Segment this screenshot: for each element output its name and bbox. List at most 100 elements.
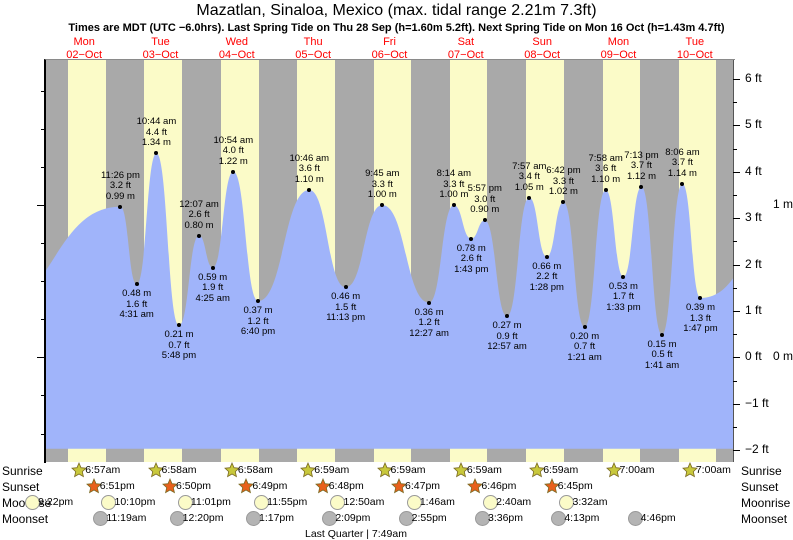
right-axis-line — [733, 60, 734, 462]
moonrise-time-2: 11:01pm — [190, 496, 231, 508]
sunrise-time-1: 6:58am — [161, 464, 197, 476]
moonset-time-7: 4:46pm — [640, 512, 676, 524]
tide-label-line-1: 3.2 ft — [109, 180, 131, 192]
tide-point-20 — [603, 187, 608, 192]
tick-left-0.50 — [41, 281, 46, 283]
right-row-label-sunrise: Sunrise — [741, 464, 782, 478]
tide-label-7: 0.37 m 1.2 ft 6:40 pm — [223, 306, 293, 338]
tick-right-6 — [733, 79, 740, 80]
tide-curve — [46, 153, 733, 449]
tide-label-line-1: 3.0 ft — [474, 193, 496, 205]
tide-label-line-2: 5:48 pm — [161, 350, 197, 362]
tide-point-14 — [482, 218, 487, 223]
moonrise-icon-6 — [483, 495, 499, 510]
tide-point-13 — [469, 236, 474, 241]
axis-label-right-5: 5 ft — [745, 117, 762, 132]
tide-label-line-2: 6:40 pm — [240, 326, 276, 338]
tide-label-line-1: 1.9 ft — [202, 282, 224, 294]
axis-label-right-2: 2 ft — [745, 256, 762, 271]
tick-left-1.25 — [41, 167, 46, 169]
sunset-icon-5 — [467, 477, 484, 494]
tide-label-line-0: 7:58 am — [588, 152, 623, 164]
tide-label-line-0: 10:54 am — [213, 134, 254, 146]
tide-label-line-2: 0.90 m — [470, 204, 500, 216]
tide-label-line-2: 1.10 m — [591, 173, 621, 185]
sunset-time-3: 6:48pm — [328, 480, 364, 492]
tide-point-4 — [197, 233, 202, 238]
moonrise-icon-7 — [559, 495, 575, 510]
tide-label-line-1: 1.5 ft — [335, 301, 357, 313]
tide-point-10 — [380, 203, 385, 208]
moonrise-icon-4 — [330, 495, 346, 510]
sunrise-icon-8 — [681, 461, 698, 478]
day-of-week: Sat — [457, 36, 475, 48]
tide-label-line-2: 4:25 am — [195, 292, 230, 304]
moonset-icon-4 — [398, 511, 414, 526]
left-row-label-moonset: Moonset — [2, 512, 49, 526]
tide-label-line-1: 3.7 ft — [671, 157, 694, 169]
day-date: 05−Oct — [295, 49, 332, 61]
axis-label-right-4: 4 ft — [745, 163, 762, 178]
tide-label-line-1: 3.4 ft — [518, 171, 540, 183]
day-date: 08−Oct — [524, 49, 561, 61]
tide-label-line-0: 0.37 m — [243, 305, 273, 317]
tide-label-line-2: 0.80 m — [184, 219, 214, 231]
tide-label-line-2: 1:41 am — [644, 359, 680, 371]
tide-label-line-2: 1:43 pm — [454, 263, 489, 275]
tide-point-9 — [343, 285, 348, 290]
moonset-icon-0 — [93, 511, 109, 526]
right-row-label-sunset: Sunset — [741, 480, 779, 494]
tide-label-0: 11:26 pm 3.2 ft 0.99 m — [85, 170, 155, 203]
day-of-week: Tue — [685, 36, 705, 48]
left-row-label-sunset: Sunset — [2, 480, 40, 494]
tide-label-line-1: 4.4 ft — [145, 126, 168, 138]
tick-left--0.50 — [41, 433, 46, 435]
sunset-icon-1 — [162, 477, 178, 494]
tide-label-24: 8:06 am 3.7 ft 1.14 m — [647, 147, 717, 180]
tide-label-5: 0.59 m 1.9 ft 4:25 am — [178, 272, 248, 305]
sunset-icon-4 — [391, 477, 407, 494]
axis-label-left-0m: 0 m — [772, 349, 793, 364]
tide-point-22 — [639, 184, 644, 189]
tide-point-12 — [451, 203, 456, 208]
tick-right-0 — [733, 357, 740, 359]
sunrise-icon-4 — [376, 461, 393, 478]
tide-label-23: 0.15 m 0.5 ft 1:41 am — [627, 339, 697, 372]
sunset-time-0: 6:51pm — [99, 480, 135, 492]
axis-label-right--1: −1 ft — [745, 395, 769, 410]
moonset-icon-7 — [627, 511, 643, 526]
tide-label-line-1: 3.6 ft — [298, 163, 320, 175]
tide-label-line-1: 1.6 ft — [126, 298, 148, 310]
tide-label-17: 0.66 m 2.2 ft 1:28 pm — [512, 261, 582, 294]
axis-label-right--2: −2 ft — [745, 442, 769, 457]
tide-label-line-1: 2.6 ft — [188, 209, 210, 221]
day-header-8: Tue 10−Oct — [657, 36, 733, 62]
sunrise-time-2: 6:58am — [237, 464, 273, 476]
tide-point-24 — [680, 181, 685, 186]
tick-left-1.75 — [41, 90, 46, 92]
tide-label-line-1: 1.2 ft — [418, 317, 440, 329]
tide-label-line-2: 12:27 am — [409, 327, 449, 339]
tide-label-20: 7:58 am 3.6 ft 1.10 m — [571, 152, 641, 186]
sunset-icon-0 — [85, 477, 102, 494]
axis-label-right-3: 3 ft — [745, 210, 762, 225]
tide-label-10: 9:45 am 3.3 ft 1.00 m — [347, 169, 417, 201]
tide-label-line-1: 1.3 ft — [689, 312, 712, 324]
moonset-time-1: 12:20pm — [182, 512, 224, 524]
moonset-time-2: 1:17pm — [258, 512, 295, 524]
tide-label-line-2: 11:13 pm — [326, 312, 366, 324]
moonrise-time-6: 2:40am — [496, 496, 532, 508]
tide-label-line-0: 6:42 pm — [546, 165, 581, 177]
day-of-week: Thu — [303, 36, 323, 48]
tide-label-line-2: 4:31 am — [119, 309, 154, 321]
sunrise-icon-6 — [529, 461, 546, 478]
tide-label-line-0: 12:07 am — [179, 198, 219, 210]
sunset-time-2: 6:49pm — [252, 480, 288, 492]
tide-label-line-0: 5:57 pm — [467, 183, 502, 195]
tide-label-line-1: 3.6 ft — [595, 163, 617, 175]
tide-label-13: 0.78 m 2.6 ft 1:43 pm — [436, 243, 506, 276]
sunset-icon-3 — [314, 477, 331, 494]
moonset-icon-2 — [245, 511, 261, 526]
day-header-2: Wed 04−Oct — [199, 36, 275, 62]
tide-point-7 — [256, 299, 261, 304]
